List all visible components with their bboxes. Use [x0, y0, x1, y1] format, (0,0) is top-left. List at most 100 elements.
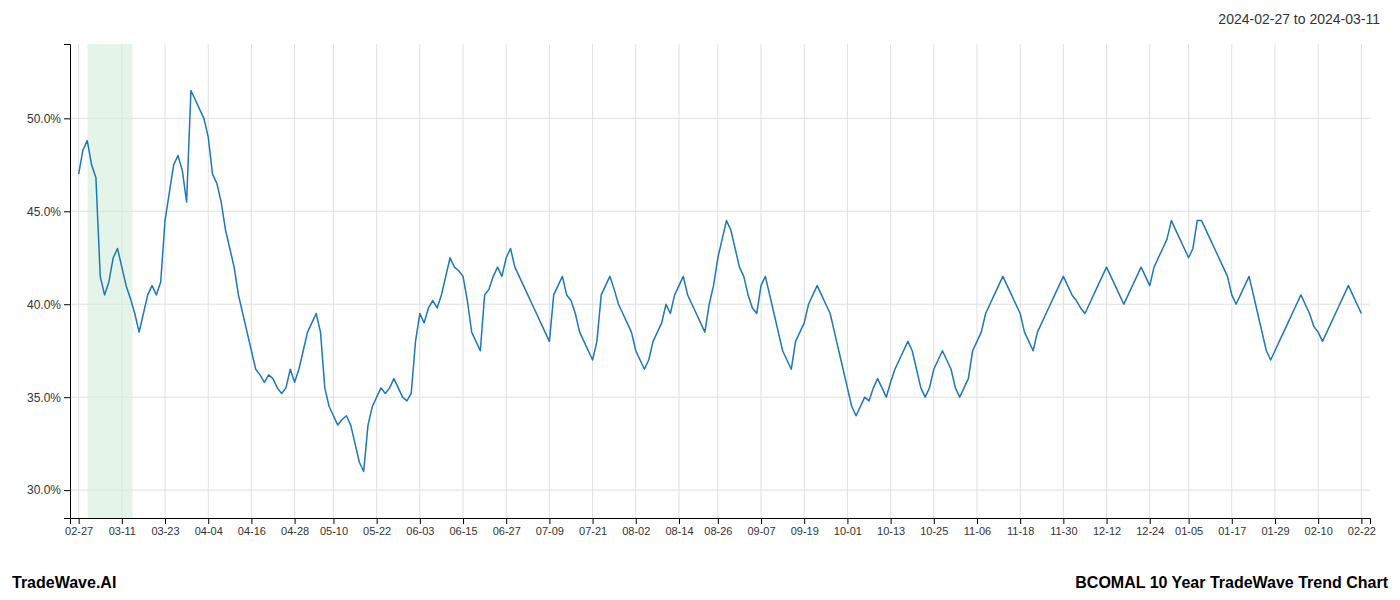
y-tick-mark [64, 118, 70, 119]
x-grid-line [1063, 44, 1064, 518]
x-tick: 02-22 [1348, 518, 1376, 537]
x-grid-line [1231, 44, 1232, 518]
x-tick-mark [506, 518, 507, 524]
y-grid-line [70, 304, 1370, 305]
x-grid-line [251, 44, 252, 518]
x-tick-label: 09-07 [747, 525, 775, 537]
x-grid-line [933, 44, 934, 518]
x-grid-line [1106, 44, 1107, 518]
x-tick-label: 12-12 [1093, 525, 1121, 537]
x-tick-label: 09-19 [791, 525, 819, 537]
x-tick: 01-17 [1218, 518, 1246, 537]
x-tick-label: 11-06 [964, 525, 991, 537]
x-grid-line [419, 44, 420, 518]
y-tick-mark [64, 490, 70, 491]
x-tick-label: 03-23 [151, 525, 179, 537]
x-grid-line [1361, 44, 1362, 518]
x-tick: 11-30 [1050, 518, 1077, 537]
x-tick-label: 02-22 [1348, 525, 1376, 537]
x-grid-line [890, 44, 891, 518]
x-tick-label: 10-13 [877, 525, 905, 537]
y-tick: 30.0% [27, 483, 70, 497]
x-tick: 08-26 [704, 518, 732, 537]
subtitle: 2024-02-27 to 2024-03-11 [1218, 11, 1380, 27]
x-tick-label: 05-10 [320, 525, 348, 537]
y-grid-line [70, 490, 1370, 491]
x-tick-label: 01-17 [1218, 525, 1246, 537]
y-axis: 30.0% 35.0% 40.0% 45.0% 50.0% [27, 45, 71, 519]
x-tick-mark [79, 518, 80, 524]
x-tick-label: 10-01 [834, 525, 862, 537]
x-tick: 11-06 [964, 518, 991, 537]
x-tick-mark [679, 518, 680, 524]
x-tick-label: 08-14 [665, 525, 693, 537]
x-tick-label: 01-05 [1175, 525, 1203, 537]
x-tick-mark [208, 518, 209, 524]
x-tick: 08-02 [622, 518, 650, 537]
x-tick-mark [593, 518, 594, 524]
x-tick-mark [1150, 518, 1151, 524]
x-tick-label: 10-25 [920, 525, 948, 537]
x-tick: 10-25 [920, 518, 948, 537]
x-tick-mark [549, 518, 550, 524]
x-grid-line [208, 44, 209, 518]
x-tick-mark [295, 518, 296, 524]
x-tick: 02-10 [1305, 518, 1333, 537]
x-axis-line [71, 519, 1371, 525]
x-tick-label: 06-27 [493, 525, 521, 537]
x-grid-line [1188, 44, 1189, 518]
y-tick-label: 30.0% [27, 483, 61, 497]
x-tick-label: 04-16 [238, 525, 266, 537]
x-tick-label: 03-11 [109, 525, 136, 537]
y-grid-line [70, 211, 1370, 212]
x-tick-mark [251, 518, 252, 524]
x-tick-mark [804, 518, 805, 524]
x-grid-line [376, 44, 377, 518]
x-grid-line [294, 44, 295, 518]
chart-container: 30.0% 35.0% 40.0% 45.0% 50.0% 02-27 03-11 03-23… [0, 0, 1400, 600]
x-tick: 04-04 [195, 518, 223, 537]
y-tick: 35.0% [27, 391, 70, 405]
y-tick: 45.0% [27, 205, 70, 219]
y-tick-label: 40.0% [27, 298, 61, 312]
x-grid-line [976, 44, 977, 518]
y-axis-line [64, 45, 71, 519]
x-grid-line [1020, 44, 1021, 518]
x-tick: 12-24 [1136, 518, 1164, 537]
x-tick-label: 05-22 [363, 525, 391, 537]
x-tick-mark [463, 518, 464, 524]
y-tick-label: 45.0% [27, 205, 61, 219]
x-tick-mark [1275, 518, 1276, 524]
x-grid-line [506, 44, 507, 518]
x-tick-mark [1107, 518, 1108, 524]
background [0, 0, 1400, 600]
x-tick-label: 06-03 [406, 525, 434, 537]
x-tick-mark [1063, 518, 1064, 524]
x-tick: 03-11 [109, 518, 136, 537]
x-tick: 03-23 [151, 518, 179, 537]
y-tick-label: 50.0% [27, 112, 61, 126]
annotation: TradeWave.AI [12, 574, 116, 591]
x-tick-mark [420, 518, 421, 524]
y-tick: 40.0% [27, 298, 70, 312]
x-grid-line [717, 44, 718, 518]
x-tick-label: 11-30 [1050, 525, 1077, 537]
x-tick-mark [977, 518, 978, 524]
x-tick-mark [1189, 518, 1190, 524]
x-tick: 07-21 [579, 518, 607, 537]
x-tick-mark [1020, 518, 1021, 524]
x-tick: 11-18 [1007, 518, 1034, 537]
x-tick: 02-27 [65, 518, 93, 537]
x-tick-mark [1318, 518, 1319, 524]
x-tick: 09-07 [747, 518, 775, 537]
x-grid-line [333, 44, 334, 518]
x-grid-line [1274, 44, 1275, 518]
x-tick-label: 02-27 [65, 525, 93, 537]
plot-root: 30.0% 35.0% 40.0% 45.0% 50.0% 02-27 03-11 03-23… [27, 44, 1376, 537]
x-tick: 04-28 [281, 518, 309, 537]
x-tick-mark [1232, 518, 1233, 524]
y-tick-mark [64, 304, 70, 305]
x-tick-mark [847, 518, 848, 524]
y-tick-mark [64, 397, 70, 398]
x-tick: 01-05 [1175, 518, 1203, 537]
